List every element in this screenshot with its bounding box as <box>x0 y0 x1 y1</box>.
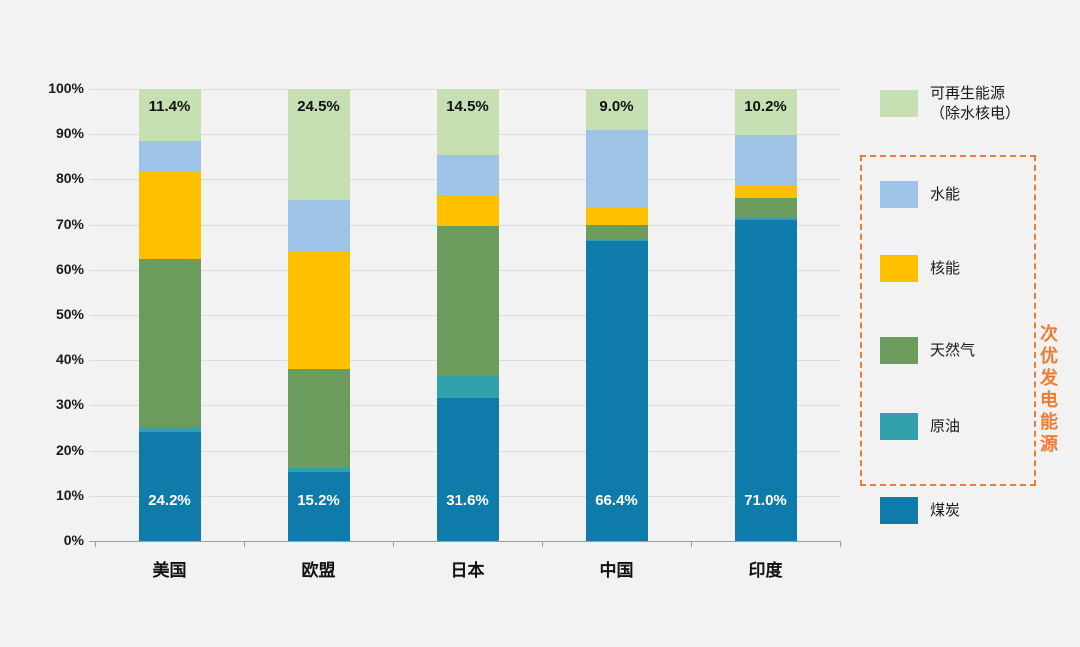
legend-swatch-coal <box>880 497 918 524</box>
bar-日本: 14.5% 31.6% <box>436 89 499 541</box>
segment-gas <box>287 369 350 468</box>
bar-美国: 11.4% 24.2% <box>138 89 201 541</box>
segment-gas <box>734 198 797 218</box>
segment-hydro <box>287 199 350 252</box>
segment-renewables <box>436 89 499 155</box>
legend-swatch-renewables <box>880 90 918 117</box>
segment-renewables <box>138 89 201 141</box>
segment-hydro <box>585 129 648 207</box>
y-tick-label: 70% <box>55 215 84 232</box>
segment-gas <box>138 258 201 428</box>
segment-oil <box>734 217 797 221</box>
bar-中国: 9.0% 66.4% <box>585 89 648 541</box>
segment-gas <box>436 226 499 376</box>
bar-bottom-label: 24.2% <box>148 492 191 509</box>
y-tick-label: 0% <box>63 532 84 548</box>
segment-nuclear <box>436 194 499 227</box>
segment-nuclear <box>138 172 201 259</box>
segment-coal <box>138 431 201 541</box>
x-axis-tick <box>840 541 841 547</box>
y-tick-label: 50% <box>55 306 84 322</box>
x-axis-tick <box>244 541 245 547</box>
y-tick-label: 100% <box>48 80 84 96</box>
bar-印度: 10.2% 71.0% <box>734 89 797 541</box>
x-category-label: 欧盟 <box>301 561 336 580</box>
segment-coal <box>585 240 648 541</box>
segment-oil <box>585 239 648 241</box>
bar-top-label: 24.5% <box>297 98 340 115</box>
y-tick-label: 60% <box>55 260 84 277</box>
segment-oil <box>436 375 499 399</box>
legend-label-coal: 煤炭 <box>930 501 961 519</box>
bar-top-label: 9.0% <box>599 98 634 115</box>
y-tick-label: 10% <box>55 486 84 503</box>
bar-bottom-label: 71.0% <box>744 492 787 509</box>
legend-label-oil: 原油 <box>930 417 961 435</box>
x-axis-line <box>89 541 840 542</box>
segment-nuclear <box>585 206 648 225</box>
x-category-label: 中国 <box>599 561 634 580</box>
legend-label-renewables: 可再生能源 （除水核电） <box>930 84 1021 122</box>
legend-label-hydro: 水能 <box>930 185 961 203</box>
y-tick-label: 80% <box>55 170 84 187</box>
x-category-label: 美国 <box>152 561 187 580</box>
x-category-label: 日本 <box>450 561 485 580</box>
segment-oil <box>138 427 201 432</box>
legend-swatch-gas <box>880 337 918 364</box>
segment-nuclear <box>734 184 797 199</box>
y-tick-label: 90% <box>55 125 84 142</box>
suboptimal-energy-label: 次优发电能源 <box>1038 324 1058 456</box>
legend-swatch-oil <box>880 413 918 440</box>
x-axis-tick <box>393 541 394 547</box>
legend-swatch-hydro <box>880 181 918 208</box>
segment-coal <box>734 220 797 541</box>
x-axis-tick <box>691 541 692 547</box>
x-axis-tick <box>95 541 96 547</box>
plot-area: 11.4% 24.2% 24.5% 15.2% 14.5% 31.6% 9.0% 66.4% 1… <box>89 89 840 542</box>
x-category-label: 印度 <box>748 561 783 580</box>
segment-renewables <box>734 89 797 136</box>
y-tick-label: 20% <box>55 441 84 458</box>
bar-top-label: 11.4% <box>148 98 191 115</box>
y-tick-label: 40% <box>55 351 84 368</box>
bar-欧盟: 24.5% 15.2% <box>287 89 350 541</box>
bar-top-label: 14.5% <box>446 98 489 115</box>
y-tick-label: 30% <box>55 396 84 413</box>
segment-renewables <box>287 89 350 200</box>
segment-hydro <box>138 140 201 173</box>
segment-renewables <box>585 89 648 130</box>
legend-swatch-nuclear <box>880 255 918 282</box>
legend-label-nuclear: 核能 <box>930 259 961 277</box>
legend-label-gas: 天然气 <box>930 341 976 359</box>
segment-hydro <box>734 135 797 185</box>
segment-coal <box>436 398 499 541</box>
segment-hydro <box>436 154 499 195</box>
bar-bottom-label: 31.6% <box>446 492 489 509</box>
segment-oil <box>287 467 350 473</box>
x-axis-tick <box>542 541 543 547</box>
suboptimal-energy-box <box>860 155 1036 486</box>
bar-bottom-label: 15.2% <box>297 492 340 509</box>
segment-gas <box>585 224 648 240</box>
segment-nuclear <box>287 251 350 370</box>
segment-coal <box>287 472 350 541</box>
bar-top-label: 10.2% <box>744 98 787 115</box>
bar-bottom-label: 66.4% <box>595 492 638 509</box>
